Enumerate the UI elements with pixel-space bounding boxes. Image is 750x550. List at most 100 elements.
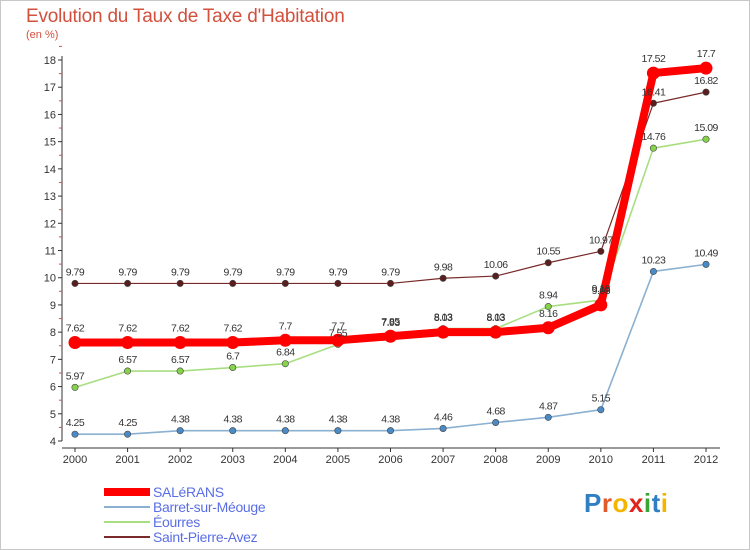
data-label-saint-pierre-avez-2002: 9.79	[171, 266, 190, 278]
data-label-barret-sur-meouge-2000: 4.25	[66, 417, 85, 429]
point-barret-sur-meouge-2004	[281, 427, 289, 435]
data-label-eourres-2006: 7.93	[381, 317, 400, 329]
point-eourres-2012	[702, 135, 710, 143]
y-tick-label-9: 9	[50, 300, 56, 312]
point-eourres-2002	[176, 367, 184, 375]
point-saint-pierre-avez-2000	[71, 279, 79, 287]
data-label-salerans-2008: 8.03	[486, 312, 505, 324]
point-salerans-2005	[331, 333, 345, 347]
data-label-saint-pierre-avez-2008: 10.06	[484, 259, 508, 271]
y-tick-label-4: 4	[50, 436, 56, 448]
x-tick-label-2004: 2004	[273, 454, 297, 466]
data-label-barret-sur-meouge-2006: 4.38	[381, 414, 400, 426]
data-label-salerans-2010: 9.03	[592, 285, 611, 297]
logo-letter: i	[643, 488, 652, 518]
data-label-eourres-2001: 6.57	[118, 354, 137, 366]
point-barret-sur-meouge-2008	[492, 418, 500, 426]
x-tick-label-2007: 2007	[431, 454, 455, 466]
point-barret-sur-meouge-2010	[597, 406, 605, 414]
x-tick-label-2001: 2001	[115, 454, 139, 466]
data-label-salerans-2003: 7.62	[224, 322, 243, 334]
point-barret-sur-meouge-2002	[176, 427, 184, 435]
x-tick-label-2008: 2008	[483, 454, 507, 466]
point-barret-sur-meouge-2011	[649, 267, 657, 275]
y-tick-label-5: 5	[50, 409, 56, 421]
y-tick-label-17: 17	[44, 82, 56, 94]
point-salerans-2001	[121, 335, 135, 349]
x-tick-label-2005: 2005	[326, 454, 350, 466]
point-salerans-2008	[489, 325, 503, 339]
data-label-salerans-2005: 7.7	[331, 320, 345, 332]
point-barret-sur-meouge-2006	[386, 427, 394, 435]
data-label-saint-pierre-avez-2009: 10.55	[536, 246, 560, 258]
point-salerans-2010	[594, 298, 608, 312]
x-tick-label-2009: 2009	[536, 454, 560, 466]
data-label-barret-sur-meouge-2010: 5.15	[592, 393, 611, 405]
point-eourres-2009	[544, 303, 552, 311]
data-label-saint-pierre-avez-2004: 9.79	[276, 266, 295, 278]
point-saint-pierre-avez-2004	[281, 279, 289, 287]
data-label-barret-sur-meouge-2008: 4.68	[486, 405, 505, 417]
x-tick-label-2003: 2003	[221, 454, 245, 466]
data-label-barret-sur-meouge-2004: 4.38	[276, 414, 295, 426]
data-label-barret-sur-meouge-2002: 4.38	[171, 414, 190, 426]
point-barret-sur-meouge-2001	[124, 430, 132, 438]
proxiti-logo: Proxiti	[584, 488, 668, 519]
data-label-salerans-2004: 7.7	[279, 320, 293, 332]
y-tick-label-18: 18	[44, 55, 56, 67]
data-label-saint-pierre-avez-2011: 16.41	[642, 86, 666, 98]
x-tick-label-2012: 2012	[694, 454, 718, 466]
y-tick-label-14: 14	[44, 164, 56, 176]
point-barret-sur-meouge-2007	[439, 424, 447, 432]
series-barret-sur-meouge	[71, 260, 710, 438]
point-eourres-2003	[229, 364, 237, 372]
data-label-barret-sur-meouge-2003: 4.38	[224, 414, 243, 426]
logo-letter: i	[660, 488, 669, 518]
data-label-eourres-2012: 15.09	[694, 122, 718, 134]
data-label-eourres-2009: 8.94	[539, 290, 558, 302]
data-label-salerans-2002: 7.62	[171, 322, 190, 334]
logo-letter: r	[601, 488, 613, 518]
data-label-salerans-2011: 17.52	[642, 53, 666, 65]
point-salerans-2011	[646, 66, 660, 80]
y-tick-label-12: 12	[44, 218, 56, 230]
point-saint-pierre-avez-2007	[439, 274, 447, 282]
data-label-saint-pierre-avez-2007: 9.98	[434, 261, 453, 273]
data-label-salerans-2000: 7.62	[66, 322, 85, 334]
data-label-salerans-2012: 17.7	[697, 48, 716, 60]
logo-letter: x	[628, 488, 644, 518]
unit-label: (en %)	[26, 29, 59, 41]
logo-letter: P	[584, 488, 602, 518]
data-label-saint-pierre-avez-2006: 9.79	[381, 266, 400, 278]
y-tick-label-6: 6	[50, 382, 56, 394]
data-label-saint-pierre-avez-2003: 9.79	[224, 266, 243, 278]
series-line-barret-sur-meouge	[74, 263, 707, 435]
point-eourres-2004	[281, 360, 289, 368]
data-label-barret-sur-meouge-2007: 4.46	[434, 411, 453, 423]
y-tick-label-7: 7	[50, 354, 56, 366]
legend-label-salerans: SALéRANS	[153, 484, 224, 500]
point-saint-pierre-avez-2010	[597, 247, 605, 255]
x-tick-label-2002: 2002	[168, 454, 192, 466]
data-label-salerans-2001: 7.62	[118, 322, 137, 334]
data-label-salerans-2006: 7.85	[381, 316, 400, 328]
point-eourres-2011	[649, 144, 657, 152]
legend-item-barret-sur-meouge: Barret-sur-Méouge	[104, 499, 266, 515]
data-label-eourres-2003: 6.7	[226, 351, 240, 363]
data-label-saint-pierre-avez-2012: 16.82	[694, 75, 718, 87]
legend-label-eourres: Éourres	[153, 514, 200, 530]
data-label-eourres-2007: 8.13	[434, 312, 453, 324]
series-saint-pierre-avez	[71, 88, 710, 287]
data-label-eourres-2002: 6.57	[171, 354, 190, 366]
point-barret-sur-meouge-2003	[229, 427, 237, 435]
data-label-saint-pierre-avez-2001: 9.79	[118, 266, 137, 278]
point-saint-pierre-avez-2008	[492, 272, 500, 280]
x-tick-label-2011: 2011	[642, 454, 666, 466]
point-salerans-2007	[436, 325, 450, 339]
point-barret-sur-meouge-2000	[71, 430, 79, 438]
data-label-saint-pierre-avez-2010: 10.97	[589, 234, 613, 246]
data-label-barret-sur-meouge-2011: 10.23	[642, 254, 666, 266]
data-label-saint-pierre-avez-2005: 9.79	[329, 266, 348, 278]
data-label-eourres-2004: 6.84	[276, 347, 295, 359]
